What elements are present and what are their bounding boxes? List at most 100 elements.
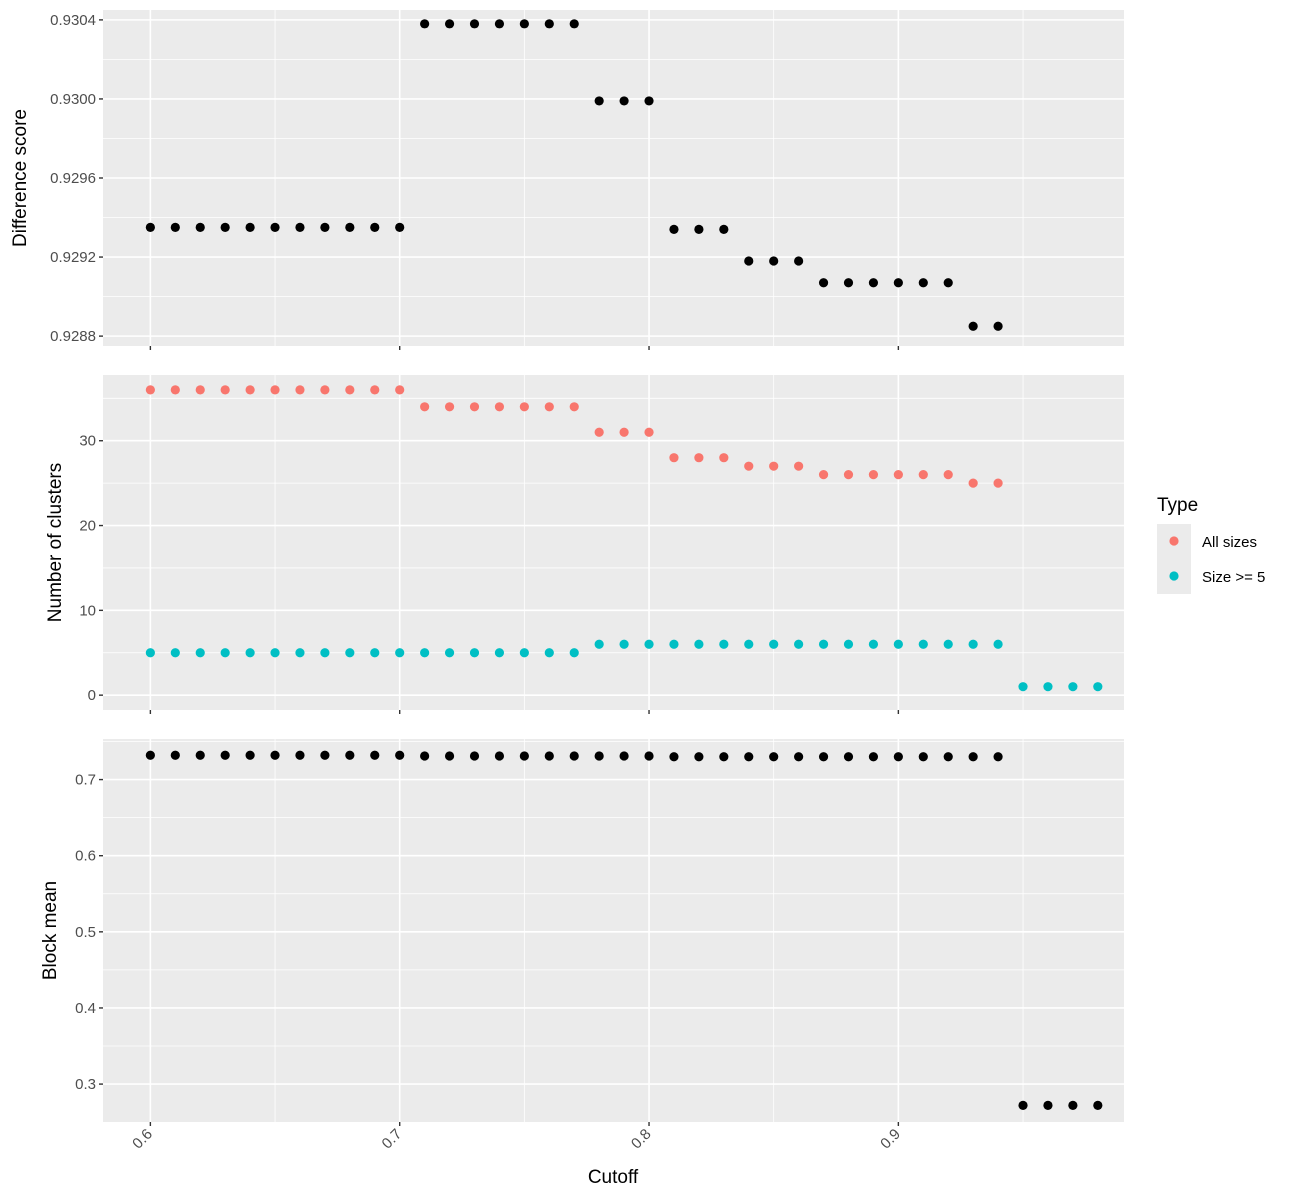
data-point xyxy=(145,222,155,233)
data-point xyxy=(719,752,729,762)
data-point xyxy=(245,648,255,658)
y-tick-label: 30 xyxy=(79,433,96,450)
data-point xyxy=(494,402,505,412)
data-point xyxy=(370,385,380,395)
data-point xyxy=(744,752,754,762)
data-point xyxy=(420,648,430,658)
y-tick-label: 0.5 xyxy=(75,924,96,941)
data-point xyxy=(868,278,879,288)
data-point xyxy=(818,752,829,762)
y-tick-label: 0.7 xyxy=(75,772,96,789)
data-point xyxy=(320,648,330,658)
data-point xyxy=(644,751,654,761)
data-point xyxy=(195,385,205,395)
y-tick-label: 0.9288 xyxy=(50,328,96,345)
data-point xyxy=(794,256,804,266)
data-point xyxy=(868,470,879,480)
x-axis-title: Cutoff xyxy=(588,1167,639,1188)
data-point xyxy=(544,751,554,761)
data-point xyxy=(968,321,978,331)
data-point xyxy=(843,639,854,649)
data-point xyxy=(494,19,505,29)
data-point xyxy=(993,321,1003,331)
data-point xyxy=(918,278,928,288)
data-point xyxy=(245,750,255,760)
y-tick-label: 0.3 xyxy=(75,1076,96,1093)
data-point xyxy=(245,385,255,395)
data-point xyxy=(644,639,654,649)
data-point xyxy=(195,648,205,658)
data-point xyxy=(444,751,455,761)
data-point xyxy=(469,402,480,412)
data-point xyxy=(345,222,355,233)
data-point xyxy=(270,385,280,395)
data-point xyxy=(145,750,155,760)
legend-label-size-ge-5: Size >= 5 xyxy=(1202,569,1265,586)
data-point xyxy=(993,752,1003,762)
y-tick-label: 0.9292 xyxy=(50,249,96,266)
data-point xyxy=(444,402,455,412)
data-point xyxy=(893,278,903,288)
data-point xyxy=(544,402,554,412)
data-point xyxy=(619,751,629,761)
data-point xyxy=(170,222,180,233)
data-point xyxy=(1043,682,1053,692)
panel-difference: 0.9288 0.9292 0.9296 0.9300 0.9304 Difference… xyxy=(10,10,1124,350)
data-point xyxy=(619,427,629,437)
data-point xyxy=(145,648,155,658)
data-point xyxy=(893,639,903,649)
data-point xyxy=(943,639,953,649)
data-point xyxy=(669,224,679,234)
data-point xyxy=(395,648,405,658)
y-tick-label: 10 xyxy=(79,602,96,619)
data-point xyxy=(519,402,529,412)
data-point xyxy=(769,256,779,266)
data-point xyxy=(195,750,205,760)
y-axis-title-clusters: Number of clusters xyxy=(45,463,66,622)
data-point xyxy=(370,750,380,760)
data-point xyxy=(420,19,430,29)
data-point xyxy=(345,385,355,395)
data-point xyxy=(295,385,305,395)
data-point xyxy=(843,278,854,288)
data-point xyxy=(868,752,879,762)
data-point xyxy=(395,222,405,233)
data-point xyxy=(769,461,779,471)
data-point xyxy=(818,278,829,288)
data-point xyxy=(1093,1100,1103,1111)
legend-dot-all-sizes xyxy=(1169,536,1179,546)
legend-title: Type xyxy=(1157,495,1198,516)
data-point xyxy=(669,752,679,762)
data-point xyxy=(694,224,704,234)
data-point xyxy=(694,639,704,649)
data-point xyxy=(843,752,854,762)
data-point xyxy=(195,222,205,233)
data-point xyxy=(395,750,405,760)
data-point xyxy=(918,752,928,762)
data-point xyxy=(694,453,704,463)
data-point xyxy=(619,639,629,649)
data-point xyxy=(669,453,679,463)
data-point xyxy=(794,461,804,471)
data-point xyxy=(220,385,230,395)
y-axis-title-blockmean: Block mean xyxy=(40,881,61,980)
data-point xyxy=(893,470,903,480)
data-point xyxy=(270,222,280,233)
panel-clusters: 0 10 20 30 Number of clusters xyxy=(45,375,1124,714)
data-point xyxy=(993,639,1003,649)
x-tick-label: 0.7 xyxy=(379,1126,406,1153)
data-point xyxy=(569,19,579,29)
panel-background xyxy=(103,375,1124,710)
data-point xyxy=(694,752,704,762)
data-point xyxy=(220,750,230,760)
data-point xyxy=(345,648,355,658)
data-point xyxy=(320,750,330,760)
data-point xyxy=(719,224,729,234)
data-point xyxy=(519,19,529,29)
x-tick-label: 0.6 xyxy=(129,1126,156,1153)
y-tick-label: 0.9304 xyxy=(50,12,96,29)
y-tick-label: 0 xyxy=(88,687,96,704)
data-point xyxy=(469,751,480,761)
data-point xyxy=(943,278,953,288)
